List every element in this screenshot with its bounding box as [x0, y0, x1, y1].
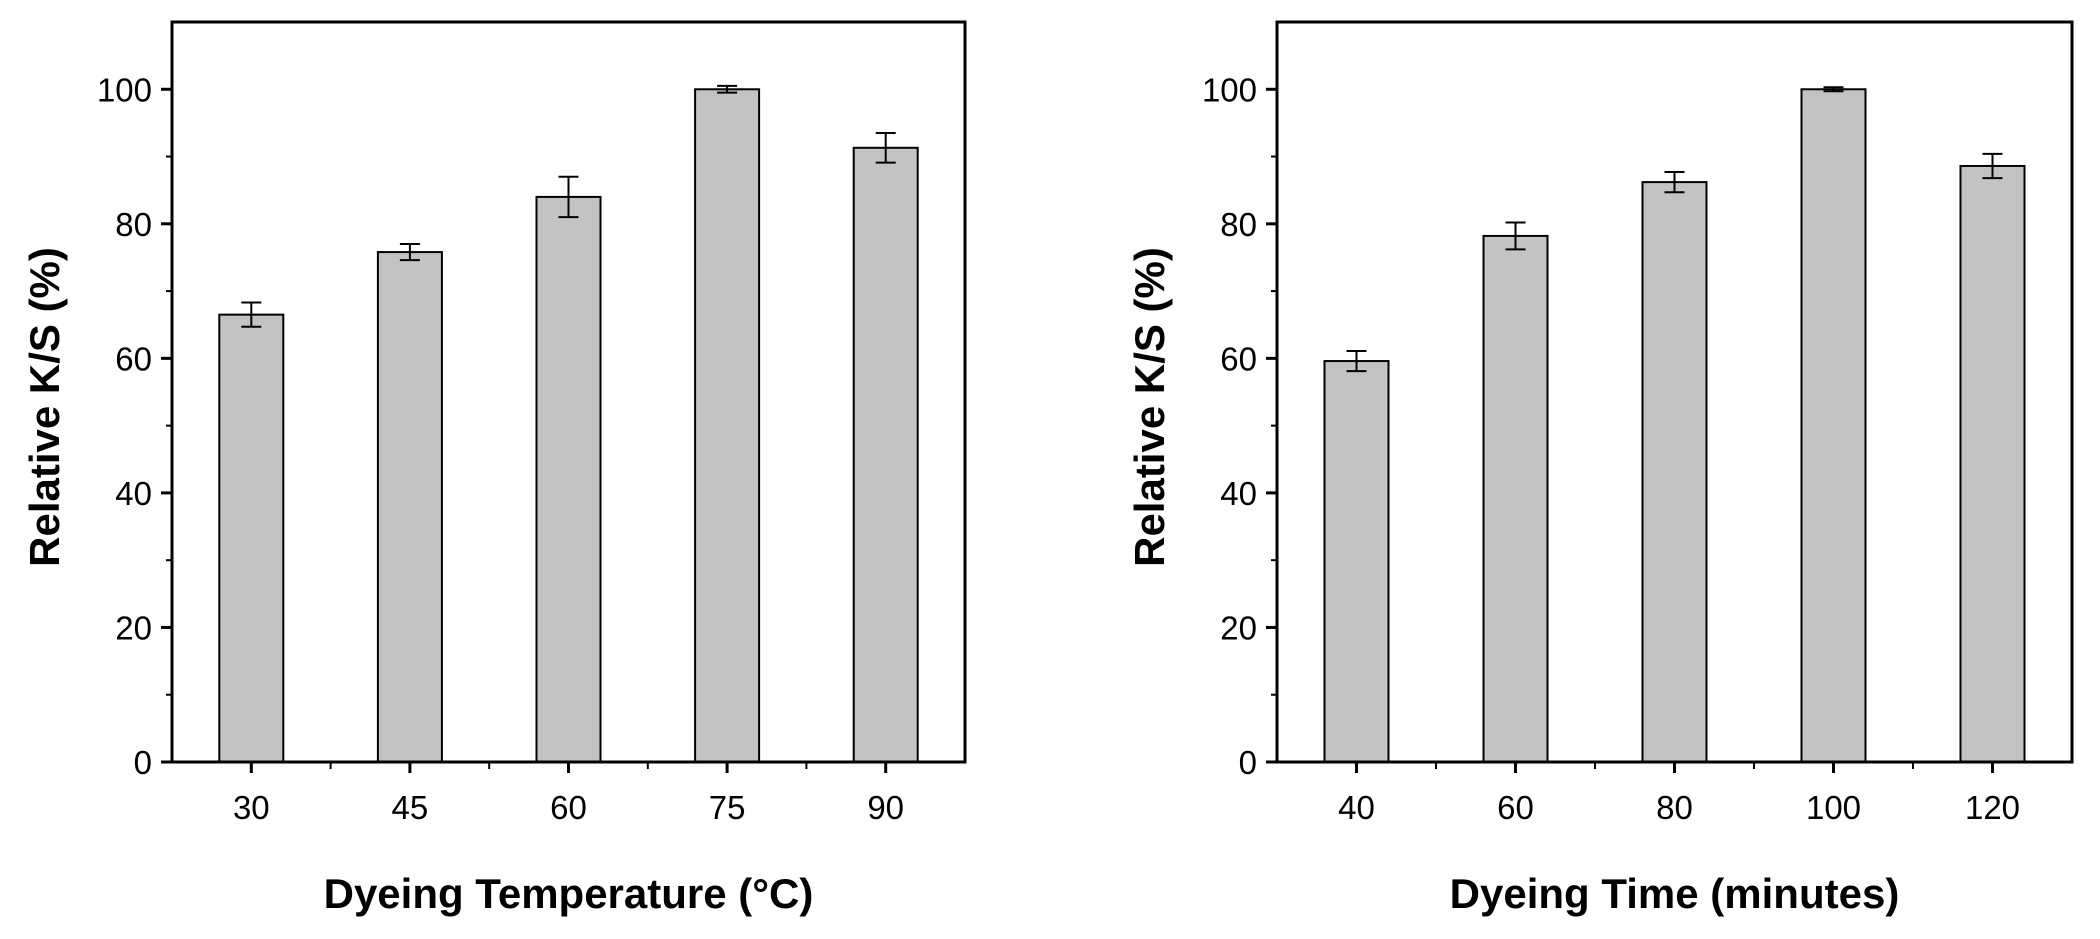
error-bar-80: [1664, 171, 1685, 194]
error-bar-100: [1823, 86, 1844, 93]
error-bar-30: [241, 301, 262, 328]
error-bar-90: [875, 132, 896, 164]
x-tick-label: 45: [392, 789, 429, 826]
bar-100: [1800, 88, 1867, 764]
error-bar-40: [1346, 349, 1367, 373]
y-ticks-group: 0 20 40 60 80 100: [1202, 71, 1277, 781]
error-bar-120: [1982, 152, 2003, 180]
x-axis-title: Dyeing Temperature (°C): [324, 870, 814, 917]
error-bar-75: [717, 84, 738, 94]
x-tick-label: 40: [1338, 789, 1375, 826]
bar-80: [1641, 181, 1708, 764]
bar-120: [1959, 164, 2026, 764]
y-tick-label: 0: [134, 744, 152, 781]
y-ticks-group: 0 20 40 60 80 100: [97, 71, 172, 781]
x-tick-label: 100: [1806, 789, 1861, 826]
y-tick-label: 40: [1220, 475, 1257, 512]
x-tick-label: 75: [709, 789, 746, 826]
x-tick-label: 60: [550, 789, 587, 826]
error-bar-60: [558, 175, 579, 219]
x-tick-label: 120: [1965, 789, 2020, 826]
y-tick-label: 60: [115, 340, 152, 377]
y-tick-label: 80: [115, 206, 152, 243]
y-tick-label: 40: [115, 475, 152, 512]
x-tick-label: 30: [233, 789, 270, 826]
bar-30: [218, 313, 285, 763]
bar-45: [376, 251, 443, 763]
bar-75: [694, 88, 761, 764]
x-ticks-group: 30 45 60 75 90: [233, 762, 904, 826]
error-bar-60: [1505, 221, 1526, 251]
x-tick-label: 90: [867, 789, 904, 826]
error-bars-group: [241, 84, 896, 328]
error-bar-45: [399, 243, 420, 262]
x-ticks-group: 40 60 80 100 120: [1338, 762, 2020, 826]
y-tick-label: 100: [1202, 71, 1257, 108]
error-bars-group: [1346, 86, 2003, 373]
bars-group: [1323, 88, 2026, 764]
bar-60: [1482, 234, 1549, 764]
y-tick-label: 20: [1220, 609, 1257, 646]
y-tick-label: 80: [1220, 206, 1257, 243]
x-axis-title: Dyeing Time (minutes): [1450, 870, 1900, 917]
y-tick-label: 0: [1239, 744, 1257, 781]
bar-40: [1323, 360, 1390, 763]
y-axis-title: Relative K/S (%): [21, 247, 68, 567]
x-tick-label: 80: [1656, 789, 1693, 826]
y-tick-label: 20: [115, 609, 152, 646]
chart-dyeing-temperature: 0 20 40 60 80 100 30 45 60 75 90 Dyeing Temperatu…: [21, 20, 967, 917]
x-tick-label: 60: [1497, 789, 1534, 826]
chart-dyeing-time: 0 20 40 60 80 100 40 60 80 100 120 Dyeing Time (m…: [1126, 20, 2074, 917]
y-tick-label: 100: [97, 71, 152, 108]
bar-60: [535, 195, 602, 763]
bar-90: [852, 146, 919, 764]
y-axis-title: Relative K/S (%): [1126, 247, 1173, 567]
y-tick-label: 60: [1220, 340, 1257, 377]
